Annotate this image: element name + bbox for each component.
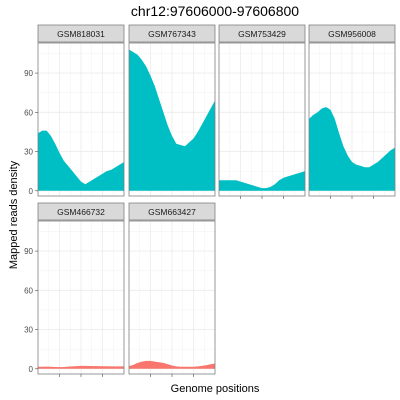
facet-strip	[128, 202, 216, 221]
y-tick-label: 0	[29, 187, 34, 196]
facet-strip	[218, 24, 306, 43]
y-axis-title: Mapped reads density	[8, 160, 20, 269]
facet-panels: GSM818031 0 30 60 90 GSM767343 GSM753429 GSM956…	[24, 24, 396, 377]
facet-strip-label: GSM818031	[57, 29, 105, 39]
series-area	[309, 107, 395, 191]
series-area	[38, 365, 124, 369]
facet-strip	[37, 202, 125, 221]
y-tick-label: 0	[29, 365, 34, 374]
facet-strip	[37, 24, 125, 43]
facet-panel: GSM663427	[128, 202, 216, 377]
y-tick-label: 90	[24, 247, 33, 256]
y-tick-label: 60	[24, 108, 33, 117]
y-tick-label: 60	[24, 286, 33, 295]
facet-strip-label: GSM956008	[328, 29, 376, 39]
facet-panel: GSM466732 0 30 60 90	[24, 202, 125, 377]
y-tick-label: 90	[24, 69, 33, 78]
facet-strip	[128, 24, 216, 43]
facet-strip-label: GSM767343	[148, 29, 196, 39]
facet-panel: GSM818031 0 30 60 90	[24, 24, 125, 197]
series-area	[129, 49, 215, 191]
facet-panel: GSM753429	[218, 24, 306, 199]
panel-border	[37, 42, 125, 197]
facet-strip-label: GSM663427	[148, 207, 196, 217]
facet-panel: GSM956008	[308, 24, 396, 199]
series-area	[129, 360, 215, 369]
y-tick-label: 30	[24, 326, 33, 335]
y-tick-label: 30	[24, 148, 33, 157]
series-area	[219, 171, 305, 191]
facet-strip-label: GSM466732	[57, 207, 105, 217]
facet-strip-label: GSM753429	[238, 29, 286, 39]
facet-strip	[308, 24, 396, 43]
series-area	[38, 130, 124, 191]
chart-title: chr12:97606000-97606800	[131, 3, 299, 19]
x-axis-title: Genome positions	[171, 383, 260, 395]
panel-border	[128, 42, 216, 197]
facet-panel: GSM767343	[128, 24, 216, 197]
